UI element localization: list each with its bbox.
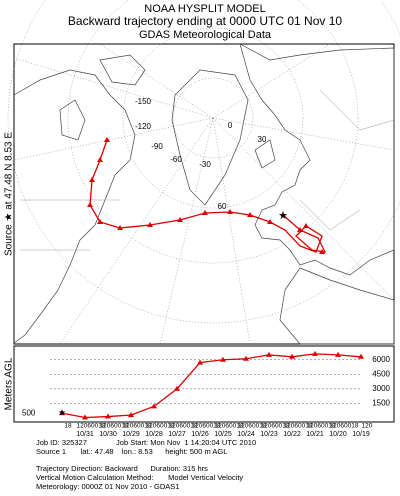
source-star: ★ [58,408,66,418]
meridian-label: -30 [199,160,211,169]
meridian-label: -120 [135,122,152,131]
y-tick-label: 6000 [372,355,390,364]
meridian-label: 30 [258,135,267,144]
x-tick-hour: 12060018 [307,423,336,430]
coastlines [13,43,395,345]
height-marker [151,403,157,409]
x-tick-hour: 18 [64,423,72,430]
x-tick-hour: 12060018 [146,423,175,430]
x-tick-hour: 12060018 [330,423,359,430]
x-tick-hour: 12060018 [238,423,267,430]
x-tick-label: 10/24 [237,431,255,438]
height-marker [82,414,88,420]
header-line: Backward trajectory ending at 0000 UTC 0… [68,14,342,28]
x-tick-hour: 12060018 [123,423,152,430]
header-line: GDAS Meteorological Data [139,29,272,41]
footer: Job ID: 325327 Job Start: Mon Nov 1 14:2… [36,438,256,491]
height-marker [220,356,226,362]
header-line: NOAA HYSPLIT MODEL [144,3,265,15]
height-marker [335,351,341,357]
meridian-label: -90 [151,142,163,151]
x-tick-label: 10/19 [352,431,370,438]
source-label: Source ★ at 47.48 N 8.53 E [4,132,15,256]
footer-line: Job ID: 325327 Job Start: Mon Nov 1 14:2… [36,438,256,447]
footer-line: Source 1 lat.: 47.48 lon.: 8.53 height: … [36,447,227,456]
height-marker [59,410,65,416]
meridian-label: -150 [135,97,152,106]
footer-line: Meteorology: 0000Z 01 Nov 2010 - GDAS1 [36,482,179,491]
x-tick-hour: 12060018 [100,423,129,430]
x-tick-label: 10/22 [283,431,301,438]
height-marker [128,412,134,418]
height-line [61,353,362,419]
height-marker [266,351,272,357]
y-tick-label: 1500 [372,399,390,408]
meridian-label: 60 [218,202,227,211]
height-marker [105,413,111,419]
x-tick-label: 10/27 [168,431,186,438]
map-frame [13,43,395,345]
x-tick-hour: 12060018 [284,423,313,430]
x-tick-hour: 12060018 [192,423,221,430]
x-tick-hour: 120 [362,423,373,430]
height-marker [197,359,203,365]
x-tick-label: 10/29 [122,431,140,438]
height-frame [13,345,395,423]
y-tick-label: 3000 [372,384,390,393]
y-tick-label: 4500 [372,369,390,378]
x-tick-label: 10/23 [260,431,278,438]
x-tick-hour: 12060018 [215,423,244,430]
x-tick-label: 10/28 [145,431,163,438]
x-tick-label: 10/20 [329,431,347,438]
footer-line: Vertical Motion Calculation Method: Mode… [36,473,243,482]
svg-text:★: ★ [278,210,288,222]
trajectory: ★ [87,137,327,254]
source-height-label: 500 [22,408,36,417]
x-tick-label: 10/31 [76,431,94,438]
footer-line: Trajectory Direction: Backward Duration:… [36,464,208,473]
x-tick-label: 10/25 [214,431,232,438]
x-tick-label: 10/30 [99,431,117,438]
meridian-label: 0 [228,121,233,130]
height-marker [289,353,295,359]
height-marker [243,355,249,361]
height-marker [174,385,180,391]
x-tick-label: 10/26 [191,431,209,438]
x-tick-hour: 12060018 [77,423,106,430]
x-tick-hour: 12060018 [169,423,198,430]
x-tick-label: 10/21 [306,431,324,438]
x-tick-hour: 12060018 [261,423,290,430]
y-axis-label: Meters AGL [4,357,15,410]
meridian-label: -60 [170,155,182,164]
country-borders [20,89,395,251]
height-marker [312,350,318,356]
height-marker [358,353,364,359]
